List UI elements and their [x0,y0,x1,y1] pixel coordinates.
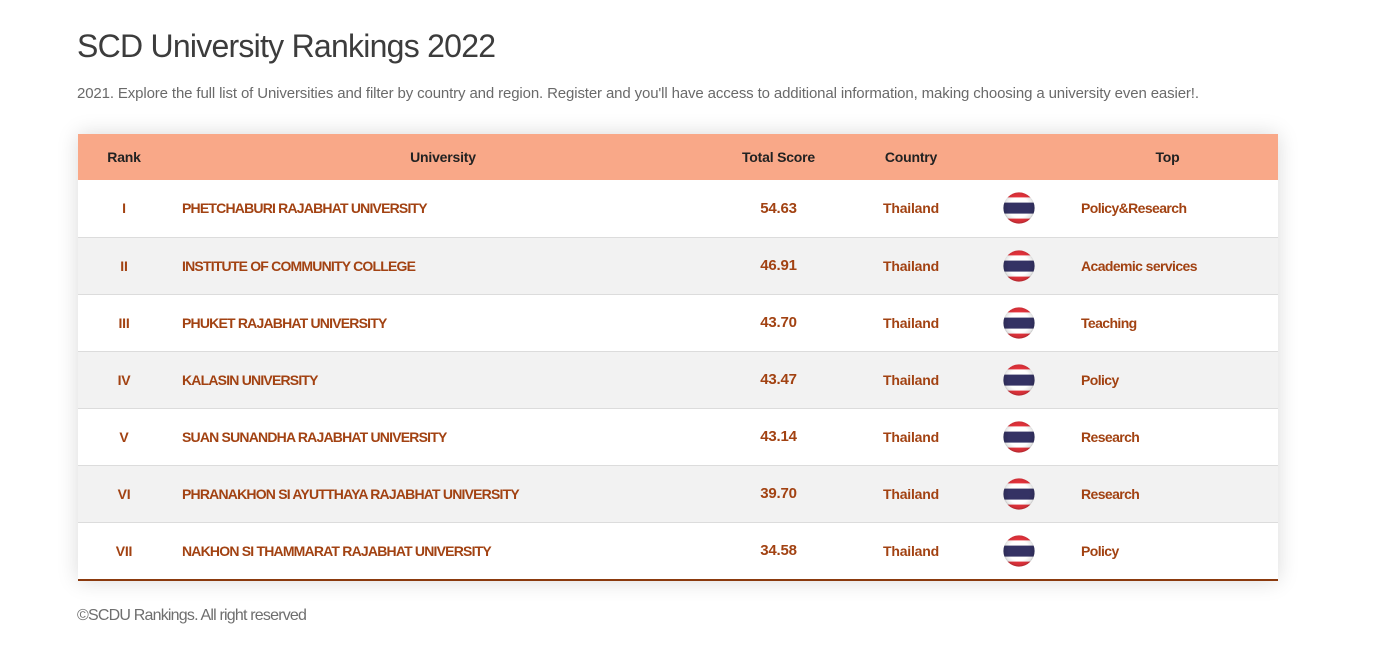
university-cell: INSTITUTE OF COMMUNITY COLLEGE [182,257,416,274]
top-cell: Teaching [1081,314,1137,331]
flag-cell [981,294,1057,351]
page-subtitle: 2021. Explore the full list of Universit… [77,85,1199,102]
country-cell: Thailand [883,257,939,274]
thailand-flag-icon [1003,307,1035,339]
university-cell: SUAN SUNANDHA RAJABHAT UNIVERSITY [182,428,447,445]
top-cell: Policy [1081,371,1119,388]
flag-cell [981,465,1057,522]
copyright-footer: ©SCDU Rankings. All right reserved [77,607,307,624]
column-header-country: Country [841,134,981,180]
rank-cell: III [118,314,130,331]
rankings-table: Rank University Total Score Country Top … [78,134,1278,579]
total-score-cell: 43.14 [760,428,797,445]
thailand-flag-icon [1003,364,1035,396]
rank-cell: VII [115,542,133,559]
column-header-total-score: Total Score [716,134,841,180]
rank-cell: I [122,200,126,217]
table-body: I PHETCHABURI RAJABHAT UNIVERSITY 54.63 … [78,180,1278,579]
thailand-flag-icon [1003,192,1035,224]
country-cell: Thailand [883,314,939,331]
total-score-cell: 39.70 [760,485,797,502]
table-row: I PHETCHABURI RAJABHAT UNIVERSITY 54.63 … [78,180,1278,237]
flag-cell [981,408,1057,465]
flag-cell [981,351,1057,408]
university-cell: KALASIN UNIVERSITY [182,371,319,388]
top-cell: Policy&Research [1081,200,1187,217]
university-cell: PHRANAKHON SI AYUTTHAYA RAJABHAT UNIVERS… [182,485,520,502]
column-header-university: University [170,134,716,180]
table-header-row: Rank University Total Score Country Top [78,134,1278,180]
total-score-cell: 43.47 [760,371,797,388]
country-cell: Thailand [883,542,939,559]
rank-cell: IV [117,371,131,388]
page-title: SCD University Rankings 2022 [77,28,496,64]
university-cell: PHETCHABURI RAJABHAT UNIVERSITY [182,200,428,217]
country-cell: Thailand [883,371,939,388]
table-row: II INSTITUTE OF COMMUNITY COLLEGE 46.91 … [78,237,1278,294]
column-header-rank: Rank [78,134,170,180]
rankings-table-container: Rank University Total Score Country Top … [78,134,1278,581]
top-cell: Research [1081,485,1140,502]
country-cell: Thailand [883,428,939,445]
thailand-flag-icon [1003,250,1035,282]
table-row: V SUAN SUNANDHA RAJABHAT UNIVERSITY 43.1… [78,408,1278,465]
country-cell: Thailand [883,485,939,502]
column-header-top: Top [1057,134,1278,180]
top-cell: Policy [1081,542,1119,559]
total-score-cell: 54.63 [760,199,797,217]
table-header: Rank University Total Score Country Top [78,134,1278,180]
total-score-cell: 34.58 [760,542,797,560]
top-cell: Academic services [1081,257,1197,274]
flag-cell [981,237,1057,294]
column-header-flag [981,134,1057,180]
rank-cell: II [120,257,128,274]
table-row: VII NAKHON SI THAMMARAT RAJABHAT UNIVERS… [78,522,1278,579]
table-row: III PHUKET RAJABHAT UNIVERSITY 43.70 Tha… [78,294,1278,351]
total-score-cell: 43.70 [760,314,797,331]
rank-cell: V [119,428,129,445]
flag-cell [981,180,1057,237]
top-cell: Research [1081,428,1140,445]
total-score-cell: 46.91 [760,257,797,274]
rank-cell: VI [117,485,131,502]
table-row: VI PHRANAKHON SI AYUTTHAYA RAJABHAT UNIV… [78,465,1278,522]
university-cell: NAKHON SI THAMMARAT RAJABHAT UNIVERSITY [182,542,492,559]
thailand-flag-icon [1003,478,1035,510]
thailand-flag-icon [1003,535,1035,567]
table-row: IV KALASIN UNIVERSITY 43.47 Thailand Pol… [78,351,1278,408]
flag-cell [981,522,1057,579]
country-cell: Thailand [883,200,939,217]
university-cell: PHUKET RAJABHAT UNIVERSITY [182,314,387,331]
thailand-flag-icon [1003,421,1035,453]
